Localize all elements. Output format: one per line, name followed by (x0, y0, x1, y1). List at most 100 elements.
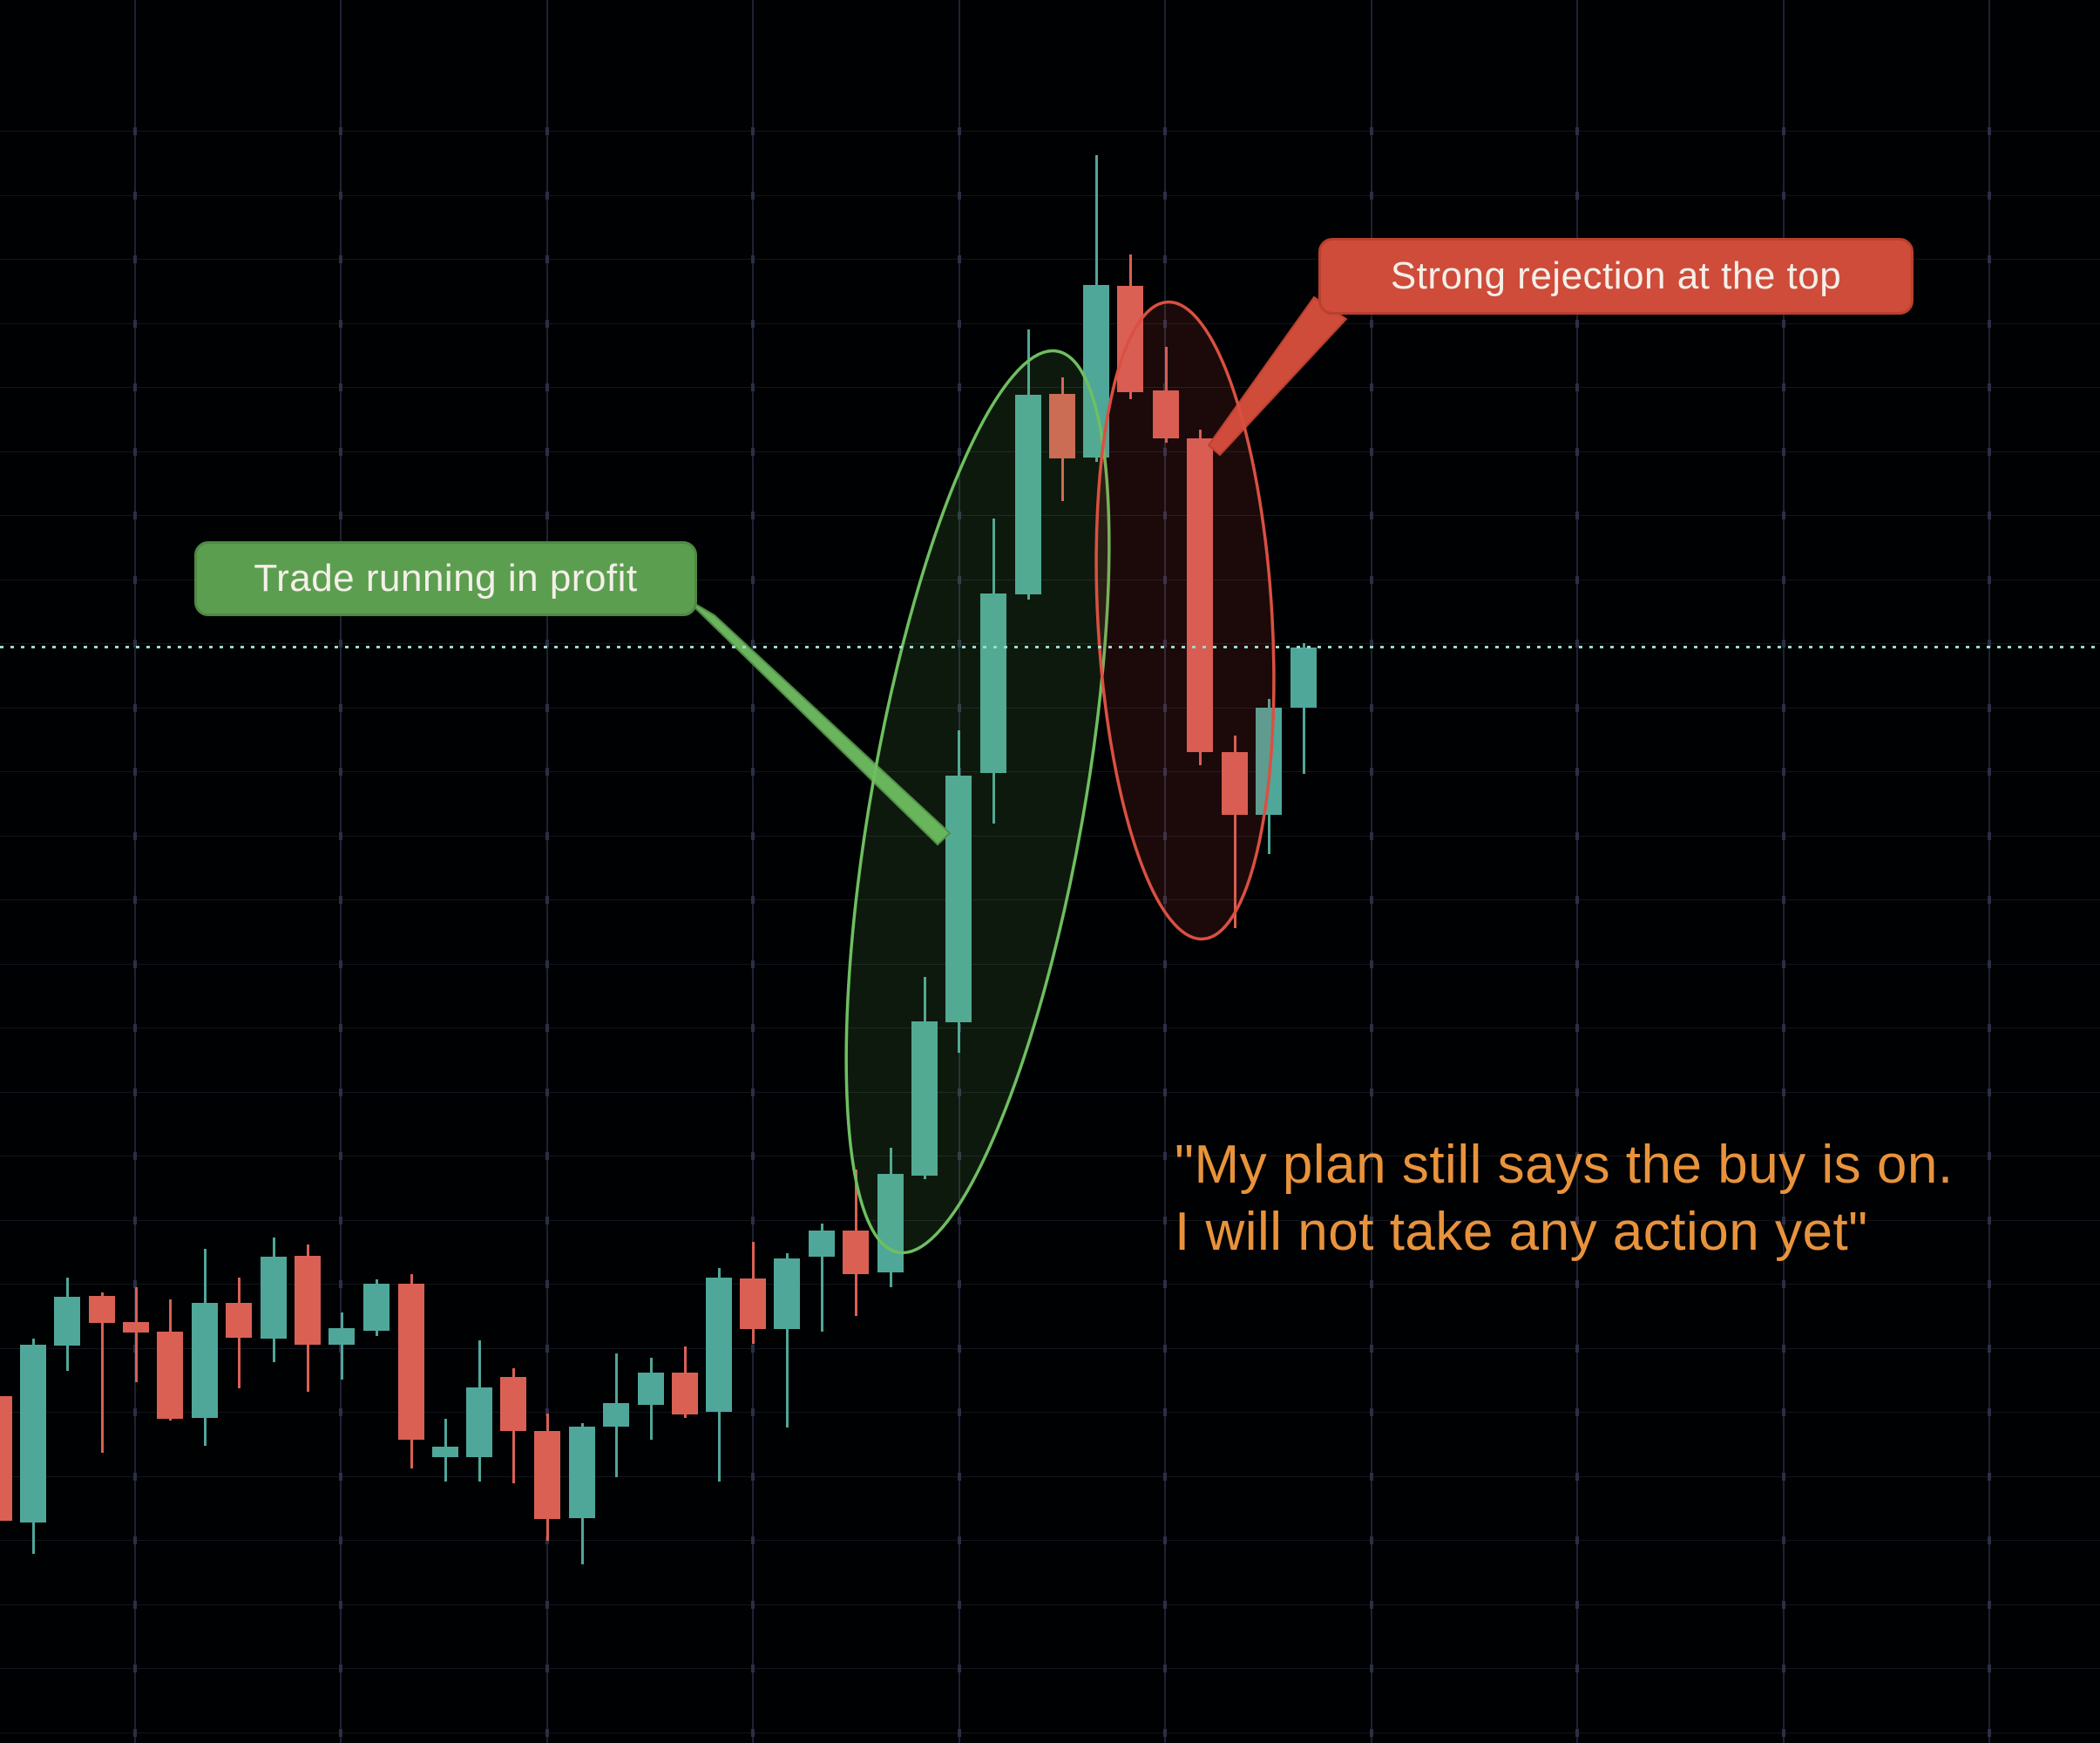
gridline-tick (1370, 383, 1373, 391)
candle-wick (100, 1292, 104, 1453)
gridline-tick (1163, 575, 1167, 584)
horizontal-gridline (0, 1347, 2100, 1349)
candle-wick (785, 1253, 789, 1428)
gridline-tick (133, 896, 137, 904)
gridline-tick (1163, 1216, 1167, 1224)
gridline-tick (339, 255, 342, 263)
gridline-tick (545, 1088, 549, 1096)
gridline-tick (133, 1472, 137, 1481)
gridline-tick (133, 703, 137, 712)
gridline-tick (1988, 1665, 1991, 1672)
horizontal-gridline (0, 1604, 2100, 1605)
gridline-tick (1782, 1408, 1785, 1416)
profit-ellipse (844, 349, 1111, 1255)
gridline-tick (751, 1600, 755, 1609)
gridline-tick (133, 1024, 137, 1032)
gridline-tick (1370, 1472, 1373, 1481)
candle-body-down (843, 1231, 869, 1274)
gridline-tick (1988, 1728, 1991, 1737)
candle-body-up (569, 1427, 595, 1518)
candle-body-down (226, 1303, 252, 1338)
profit-callout-label: Trade running in profit (254, 557, 638, 600)
candle-body-up (54, 1297, 80, 1346)
candle-body-up (809, 1231, 835, 1257)
gridline-tick (1782, 447, 1785, 456)
gridline-tick (751, 512, 755, 519)
gridline-tick (1370, 1024, 1373, 1032)
candle-wick (134, 1287, 138, 1382)
gridline-tick (1370, 191, 1373, 200)
gridline-tick (751, 1344, 755, 1353)
gridline-tick (1370, 703, 1373, 712)
gridline-tick (1163, 1280, 1167, 1288)
gridline-tick (133, 1600, 137, 1609)
gridline-tick (751, 1024, 755, 1032)
candle-body-up (329, 1328, 355, 1345)
gridline-tick (133, 255, 137, 263)
gridline-tick (1575, 703, 1579, 712)
gridline-tick (1575, 512, 1579, 519)
gridline-tick (1370, 1280, 1373, 1288)
gridline-tick (1575, 319, 1579, 328)
candle-body-down (89, 1296, 115, 1323)
gridline-tick (339, 960, 342, 968)
gridline-tick (1163, 1152, 1167, 1160)
gridline-tick (545, 255, 549, 263)
gridline-tick (1988, 255, 1991, 263)
gridline-tick (751, 1728, 755, 1737)
gridline-tick (1988, 768, 1991, 776)
gridline-tick (545, 960, 549, 968)
gridline-tick (1163, 831, 1167, 840)
gridline-tick (1163, 1600, 1167, 1609)
gridline-tick (1575, 640, 1579, 648)
trader-quote: "My plan still says the buy is on. I wil… (1175, 1131, 1954, 1265)
gridline-tick (1782, 1088, 1785, 1096)
gridline-tick (1782, 896, 1785, 904)
candle-body-up (877, 1174, 904, 1272)
gridline-tick (1370, 1344, 1373, 1353)
gridline-tick (1163, 1344, 1167, 1353)
horizontal-gridline (0, 1412, 2100, 1413)
candle-body-down (398, 1284, 424, 1440)
gridline-tick (339, 640, 342, 648)
vertical-gridline (1164, 0, 1166, 1743)
gridline-tick (1575, 1728, 1579, 1737)
gridline-tick (339, 1088, 342, 1096)
gridline-tick (1575, 383, 1579, 391)
gridline-tick (1575, 1280, 1579, 1288)
gridline-tick (1575, 1088, 1579, 1096)
gridline-tick (1575, 1408, 1579, 1416)
candle-wick (1302, 643, 1305, 774)
candle-body-up (638, 1373, 664, 1405)
gridline-tick (339, 1152, 342, 1160)
profit-callout: Trade running in profit (194, 541, 697, 616)
gridline-tick (1988, 831, 1991, 840)
gridline-tick (339, 1600, 342, 1609)
gridline-tick (339, 703, 342, 712)
gridline-tick (1163, 191, 1167, 200)
horizontal-gridline (0, 1284, 2100, 1285)
gridline-tick (1782, 575, 1785, 584)
horizontal-gridline (0, 643, 2100, 644)
candle-body-up (261, 1257, 287, 1339)
gridline-tick (1575, 896, 1579, 904)
gridline-tick (958, 1344, 961, 1353)
gridline-tick (751, 383, 755, 391)
gridline-tick (133, 1216, 137, 1224)
candle-body-down (740, 1278, 766, 1329)
candle-body-down (1222, 752, 1248, 815)
horizontal-gridline (0, 1475, 2100, 1477)
gridline-tick (339, 768, 342, 776)
candle-wick (340, 1312, 343, 1380)
gridline-tick (1988, 127, 1991, 135)
vertical-gridline (340, 0, 342, 1743)
gridline-tick (1988, 1408, 1991, 1416)
gridline-tick (1782, 127, 1785, 135)
gridline-tick (1370, 127, 1373, 135)
gridline-tick (339, 1408, 342, 1416)
gridline-tick (1575, 1152, 1579, 1160)
gridline-tick (1782, 1536, 1785, 1544)
gridline-tick (958, 1152, 961, 1160)
